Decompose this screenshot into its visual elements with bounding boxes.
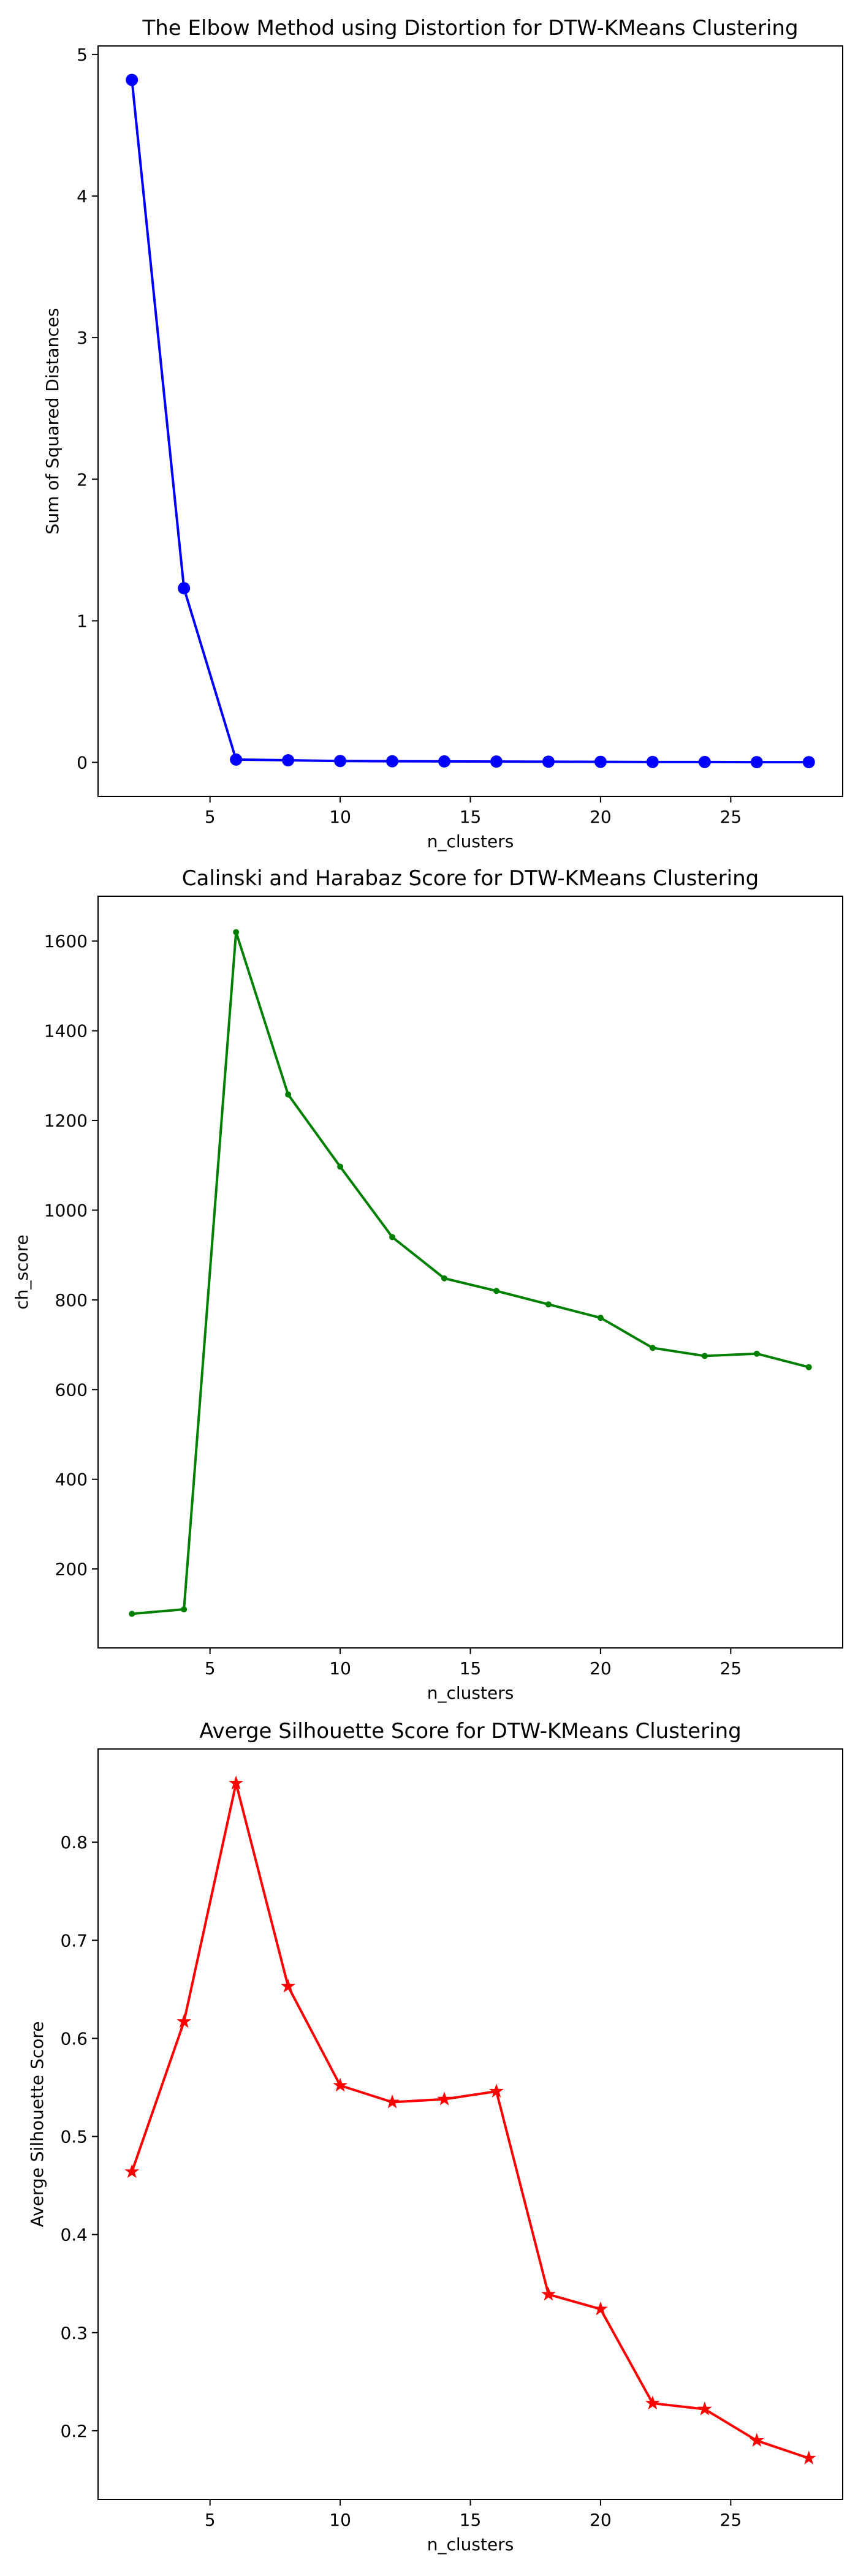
data-point: [229, 1775, 244, 1790]
data-point: [181, 1606, 188, 1613]
y-tick-label: 0: [77, 753, 88, 773]
data-point: [386, 755, 399, 768]
y-tick-label: 0.4: [60, 2225, 88, 2245]
data-point: [697, 2401, 712, 2415]
data-point: [701, 1353, 708, 1359]
data-point: [126, 74, 139, 86]
data-point: [438, 755, 451, 768]
chart-title: Averge Silhouette Score for DTW-KMeans C…: [199, 1719, 741, 1743]
data-point: [437, 2091, 452, 2106]
data-point: [281, 1978, 296, 1993]
x-tick-label: 10: [329, 1658, 351, 1679]
chart-panel-2: 5 10 15 20 25 200 400 600 800 1000 1200 1400 1600 Cal…: [12, 866, 843, 1703]
data-point: [649, 1345, 656, 1351]
data-point: [749, 2433, 764, 2447]
data-point: [753, 1350, 760, 1357]
y-tick-label: 0.7: [60, 1930, 88, 1951]
data-point: [124, 2164, 140, 2178]
y-axis-label: Sum of Squared Distances: [42, 308, 63, 535]
data-point: [645, 2395, 660, 2410]
data-point: [490, 755, 503, 768]
y-tick-label: 800: [55, 1290, 88, 1310]
data-point: [334, 755, 347, 768]
data-point: [177, 2014, 192, 2028]
data-point: [646, 755, 659, 768]
data-point: [385, 2094, 400, 2109]
data-point: [698, 755, 711, 768]
y-tick-label: 4: [77, 186, 88, 206]
data-point: [802, 756, 815, 769]
y-tick-label: 0.5: [60, 2127, 88, 2147]
y-tick-label: 0.8: [60, 1832, 88, 1853]
data-point: [593, 2301, 608, 2316]
y-tick-label: 5: [77, 45, 88, 65]
series-line-2-1: [131, 931, 810, 1615]
data-point: [542, 755, 555, 768]
y-tick-label: 1: [77, 611, 88, 631]
data-point: [489, 2083, 504, 2098]
y-tick-label: 1200: [44, 1111, 88, 1131]
chart-title: Calinski and Harabaz Score for DTW-KMean…: [182, 866, 759, 891]
x-tick-label: 5: [205, 1658, 216, 1679]
y-tick-label: 3: [77, 328, 88, 348]
y-tick-label: 0.2: [60, 2421, 88, 2441]
axes-frame: [97, 1748, 843, 2500]
y-tick-label: 0.3: [60, 2323, 88, 2343]
x-tick-label: 25: [720, 2510, 742, 2530]
series-line-3-1: [131, 1782, 810, 2460]
y-tick-label: 1000: [44, 1200, 88, 1220]
y-tick-label: 200: [55, 1559, 88, 1579]
data-point: [333, 2077, 347, 2092]
x-tick-label: 5: [205, 2510, 216, 2530]
x-tick-label: 20: [590, 807, 612, 827]
data-point: [389, 1234, 396, 1241]
chart-title: The Elbow Method using Distortion for DT…: [142, 16, 798, 40]
x-axis-label: n_clusters: [427, 1683, 514, 1703]
x-tick-label: 15: [460, 2510, 482, 2530]
data-point: [805, 1364, 812, 1370]
data-point: [541, 2286, 556, 2301]
x-tick-label: 5: [205, 807, 216, 827]
data-point: [750, 756, 763, 769]
data-point: [178, 582, 191, 595]
x-tick-label: 10: [329, 2510, 351, 2530]
y-tick-label: 2: [77, 469, 88, 489]
y-tick-label: 1600: [44, 931, 88, 951]
data-point: [230, 753, 243, 766]
y-axis-label: Averge Silhouette Score: [27, 2022, 47, 2227]
x-tick-label: 15: [460, 807, 482, 827]
data-point: [282, 754, 295, 767]
data-point: [594, 755, 607, 768]
x-tick-label: 10: [329, 807, 351, 827]
data-point: [337, 1163, 344, 1170]
data-point: [597, 1315, 604, 1321]
x-axis-label: n_clusters: [427, 2534, 514, 2555]
data-point: [801, 2450, 816, 2465]
y-tick-label: 1400: [44, 1021, 88, 1041]
x-axis-label: n_clusters: [427, 831, 514, 852]
series-line-1-1: [131, 78, 810, 764]
chart-panel-3: 5 10 15 20 25 0.2 0.3 0.4 0.5 0.6 0.7 0.8 Averge Sil…: [27, 1719, 843, 2555]
data-point: [233, 929, 240, 935]
y-tick-label: 600: [55, 1380, 88, 1400]
data-point: [441, 1275, 448, 1282]
y-tick-label: 400: [55, 1470, 88, 1490]
chart-panel-1: 5 10 15 20 25 0 1 2 3 4 5 The Elbow Method using Di…: [42, 16, 843, 852]
y-axis-label: ch_score: [12, 1234, 32, 1309]
x-tick-label: 20: [590, 2510, 612, 2530]
x-tick-label: 25: [720, 807, 742, 827]
axes-frame: [97, 45, 843, 797]
y-tick-label: 0.6: [60, 2028, 88, 2049]
data-point: [129, 1611, 135, 1617]
x-tick-label: 20: [590, 1658, 612, 1679]
x-tick-label: 25: [720, 1658, 742, 1679]
x-tick-label: 15: [460, 1658, 482, 1679]
data-point: [545, 1301, 552, 1308]
data-point: [285, 1091, 292, 1098]
data-point: [493, 1288, 499, 1294]
